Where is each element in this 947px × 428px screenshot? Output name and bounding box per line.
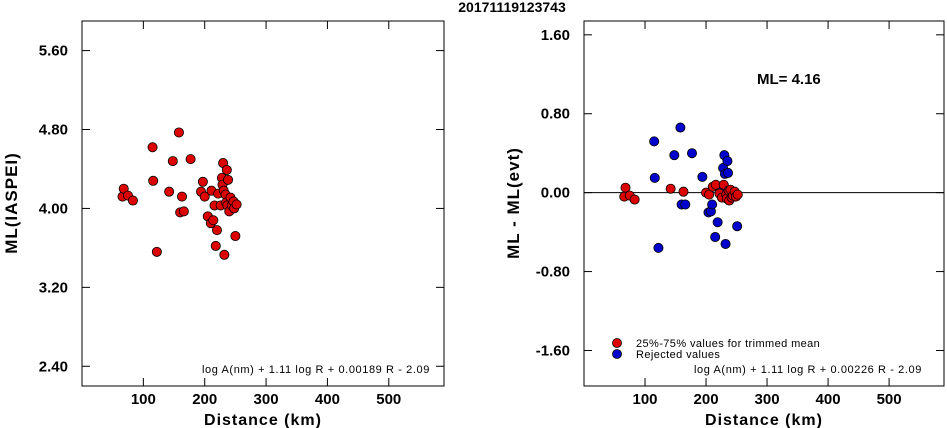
data-point	[148, 175, 159, 186]
data-point	[678, 186, 689, 197]
data-point	[723, 167, 734, 178]
data-point	[221, 164, 232, 175]
y-tick-label: 0.80	[541, 106, 570, 123]
x-tick-label: 300	[755, 391, 780, 408]
data-point	[707, 199, 718, 210]
data-point	[649, 172, 660, 183]
data-point	[653, 242, 664, 253]
x-tick-label: 400	[315, 391, 340, 408]
data-point	[211, 225, 222, 236]
data-point	[687, 148, 698, 159]
x-tick-label: 100	[131, 391, 156, 408]
ml-value-label: ML= 4.16	[757, 71, 821, 88]
plot-frame	[583, 20, 945, 387]
data-point	[620, 182, 631, 193]
data-points	[117, 127, 242, 260]
data-point	[680, 199, 691, 210]
y-tick-labels: 2.40 3.20 4.00 4.80 5.60	[39, 43, 68, 376]
data-point	[164, 186, 175, 197]
tick-marks	[82, 21, 444, 386]
data-points	[619, 122, 743, 253]
data-point	[185, 154, 196, 165]
x-tick-label: 500	[877, 391, 902, 408]
y-tick-label: 3.20	[39, 279, 68, 296]
data-point	[231, 199, 242, 210]
data-point	[732, 189, 743, 200]
data-point	[649, 136, 660, 147]
y-tick-labels: -1.60 -0.80 0.00 0.80 1.60	[536, 27, 570, 360]
data-point	[697, 171, 708, 182]
x-tick-labels: 100 200 300 400 500	[131, 391, 401, 408]
x-axis-label: Distance (km)	[204, 412, 322, 428]
legend-label-accepted: 25%-75% values for trimmed mean	[636, 338, 820, 350]
x-tick-label: 400	[816, 391, 841, 408]
y-tick-label: -0.80	[536, 264, 570, 281]
data-point	[199, 191, 210, 202]
y-tick-label: 4.00	[39, 200, 68, 217]
x-tick-label: 200	[694, 391, 719, 408]
data-point	[177, 191, 188, 202]
data-point	[178, 206, 189, 217]
figure-title: 20171119123743	[458, 0, 566, 15]
y-tick-label: -1.60	[536, 342, 570, 359]
formula-label: log A(nm) + 1.11 log R + 0.00226 R - 2.0…	[694, 364, 922, 376]
data-point	[675, 122, 686, 133]
y-axis-label: ML - ML(evt)	[504, 147, 523, 259]
data-point	[665, 183, 676, 194]
data-point	[173, 127, 184, 138]
data-point	[127, 195, 138, 206]
data-point	[722, 156, 733, 167]
x-axis-label: Distance (km)	[705, 412, 823, 428]
y-tick-label: 4.80	[39, 122, 68, 139]
plot-frame	[81, 20, 445, 387]
x-tick-label: 500	[376, 391, 401, 408]
x-tick-label: 100	[633, 391, 658, 408]
x-tick-label: 300	[254, 391, 279, 408]
tick-marks	[584, 21, 944, 386]
x-tick-label: 200	[192, 391, 217, 408]
data-point	[223, 174, 234, 185]
legend-marker-rejected	[612, 349, 622, 359]
data-point	[147, 142, 158, 153]
data-point	[230, 231, 241, 242]
data-point	[720, 238, 731, 249]
data-point	[210, 240, 221, 251]
formula-label: log A(nm) + 1.11 log R + 0.00189 R - 2.0…	[202, 364, 430, 376]
data-point	[197, 176, 208, 187]
y-axis-label: ML(IASPEI)	[2, 152, 21, 254]
data-point	[219, 249, 230, 260]
data-point	[208, 215, 219, 226]
legend-marker-accepted	[612, 338, 622, 348]
panel-ml-residual: -1.60 -0.80 0.00 0.80 1.60 100 200 300 400 500 M…	[504, 20, 945, 428]
data-point	[669, 150, 680, 161]
data-point	[167, 156, 178, 167]
data-point	[629, 194, 640, 205]
y-tick-label: 5.60	[39, 43, 68, 60]
y-tick-label: 0.00	[541, 185, 570, 202]
data-point	[710, 232, 721, 243]
y-tick-label: 1.60	[541, 27, 570, 44]
data-point	[712, 217, 723, 228]
legend-label-rejected: Rejected values	[636, 349, 720, 361]
data-point	[151, 246, 162, 257]
y-tick-label: 2.40	[39, 358, 68, 375]
legend: 25%-75% values for trimmed mean Rejected…	[612, 338, 820, 361]
x-tick-labels: 100 200 300 400 500	[633, 391, 902, 408]
panel-ml-iaspei: 2.40 3.20 4.00 4.80 5.60 100 200 300 400 500 log…	[2, 20, 445, 428]
data-point	[732, 221, 743, 232]
